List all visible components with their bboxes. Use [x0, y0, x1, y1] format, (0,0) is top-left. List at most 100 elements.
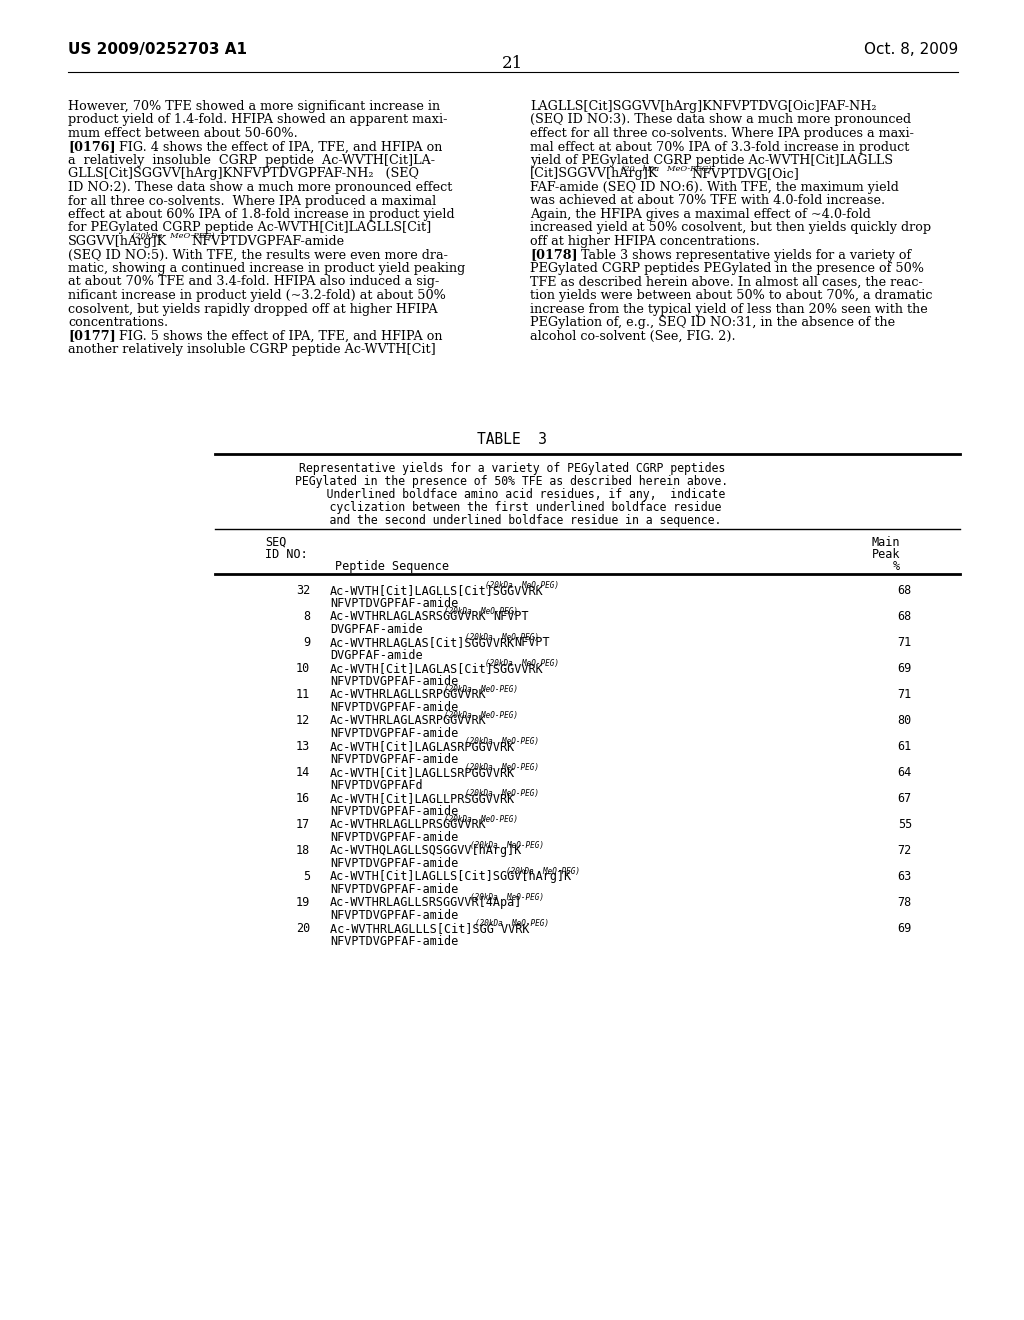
Text: 32: 32	[296, 583, 310, 597]
Text: (20kDa  MeO-PEG): (20kDa MeO-PEG)	[444, 814, 518, 824]
Text: 69: 69	[898, 921, 912, 935]
Text: Ac-WVTHQLAGLLSQSGGVV[hArg]K: Ac-WVTHQLAGLLSQSGGVV[hArg]K	[330, 843, 522, 857]
Text: NFVPT: NFVPT	[494, 610, 529, 623]
Text: NFVPTDVGPFAF-amide: NFVPTDVGPFAF-amide	[330, 727, 459, 741]
Text: (SEQ ID NO:5). With TFE, the results were even more dra-: (SEQ ID NO:5). With TFE, the results wer…	[68, 248, 447, 261]
Text: effect for all three co-solvents. Where IPA produces a maxi-: effect for all three co-solvents. Where …	[530, 127, 913, 140]
Text: Ac-WVTHRLAGLLSRSGGVVR[4Apa]: Ac-WVTHRLAGLLSRSGGVVR[4Apa]	[330, 896, 522, 909]
Text: tion yields were between about 50% to about 70%, a dramatic: tion yields were between about 50% to ab…	[530, 289, 933, 302]
Text: effect at about 60% IPA of 1.8-fold increase in product yield: effect at about 60% IPA of 1.8-fold incr…	[68, 209, 455, 220]
Text: (20kDa  MeO-PEG): (20kDa MeO-PEG)	[444, 685, 518, 694]
Text: (20kDa  MeO-PEG): (20kDa MeO-PEG)	[475, 919, 549, 928]
Text: for PEGylated CGRP peptide Ac-WVTH[Cit]LAGLLS[Cit]: for PEGylated CGRP peptide Ac-WVTH[Cit]L…	[68, 222, 431, 235]
Text: Representative yields for a variety of PEGylated CGRP peptides: Representative yields for a variety of P…	[299, 462, 725, 475]
Text: 71: 71	[898, 688, 912, 701]
Text: TFE as described herein above. In almost all cases, the reac-: TFE as described herein above. In almost…	[530, 276, 923, 289]
Text: concentrations.: concentrations.	[68, 315, 168, 329]
Text: PEGylated CGRP peptides PEGylated in the presence of 50%: PEGylated CGRP peptides PEGylated in the…	[530, 261, 924, 275]
Text: and the second underlined boldface residue in a sequence.: and the second underlined boldface resid…	[302, 513, 722, 527]
Text: Ac-WVTH[Cit]LAGLLSRPGGVVRK: Ac-WVTH[Cit]LAGLLSRPGGVVRK	[330, 766, 515, 779]
Text: FIG. 4 shows the effect of IPA, TFE, and HFIPA on: FIG. 4 shows the effect of IPA, TFE, and…	[102, 140, 442, 153]
Text: 80: 80	[898, 714, 912, 727]
Text: yield of PEGylated CGRP peptide Ac-WVTH[Cit]LAGLLS: yield of PEGylated CGRP peptide Ac-WVTH[…	[530, 154, 893, 168]
Text: 14: 14	[296, 766, 310, 779]
Text: at about 70% TFE and 3.4-fold. HFIPA also induced a sig-: at about 70% TFE and 3.4-fold. HFIPA als…	[68, 276, 439, 289]
Text: (20kDa  MeO-PEG): (20kDa MeO-PEG)	[444, 711, 518, 719]
Text: 55: 55	[898, 818, 912, 832]
Text: NFVPTDVGPFAF-amide: NFVPTDVGPFAF-amide	[330, 701, 459, 714]
Text: NFVPTDVGPFAF-amide: NFVPTDVGPFAF-amide	[330, 597, 459, 610]
Text: SGGVV[hArg]K: SGGVV[hArg]K	[68, 235, 167, 248]
Text: (20kDa  MeO-PEG): (20kDa MeO-PEG)	[506, 867, 581, 876]
Text: 13: 13	[296, 741, 310, 752]
Text: Ac-WVTHRLAGLLLS[Cit]SGG VVRK: Ac-WVTHRLAGLLLS[Cit]SGG VVRK	[330, 921, 529, 935]
Text: (20kDa  MeO-PEG): (20kDa MeO-PEG)	[470, 841, 544, 850]
Text: 20: 20	[296, 921, 310, 935]
Text: DVGPFAF-amide: DVGPFAF-amide	[330, 649, 423, 663]
Text: [Cit]SGGVV[hArg]K: [Cit]SGGVV[hArg]K	[530, 168, 658, 181]
Text: Ac-WVTHRLAGLASRPGGVVRK: Ac-WVTHRLAGLASRPGGVVRK	[330, 714, 486, 727]
Text: off at higher HFIPA concentrations.: off at higher HFIPA concentrations.	[530, 235, 760, 248]
Text: ID NO:: ID NO:	[265, 548, 308, 561]
Text: NFVPTDVGPFAF-amide: NFVPTDVGPFAF-amide	[330, 935, 459, 948]
Text: (20kDa  MeO-PEG): (20kDa MeO-PEG)	[465, 737, 539, 746]
Text: FIG. 5 shows the effect of IPA, TFE, and HFIPA on: FIG. 5 shows the effect of IPA, TFE, and…	[102, 330, 442, 342]
Text: nificant increase in product yield (~3.2-fold) at about 50%: nificant increase in product yield (~3.2…	[68, 289, 445, 302]
Text: NFVPTDVGPFAF-amide: NFVPTDVGPFAF-amide	[330, 909, 459, 921]
Text: 11: 11	[296, 688, 310, 701]
Text: cosolvent, but yields rapidly dropped off at higher HFIPA: cosolvent, but yields rapidly dropped of…	[68, 302, 437, 315]
Text: Ac-WVTH[Cit]LAGLLS[Cit]SGGVVRK: Ac-WVTH[Cit]LAGLLS[Cit]SGGVVRK	[330, 583, 544, 597]
Text: Ac-WVTH[Cit]LAGLLS[Cit]SGGV[hArg]K: Ac-WVTH[Cit]LAGLLS[Cit]SGGV[hArg]K	[330, 870, 572, 883]
Text: (20kDa  MeO-PEG): (20kDa MeO-PEG)	[465, 634, 539, 642]
Text: Again, the HFIPA gives a maximal effect of ~4.0-fold: Again, the HFIPA gives a maximal effect …	[530, 209, 870, 220]
Text: LAGLLS[Cit]SGGVV[hArg]KNFVPTDVG[Oic]FAF-NH₂: LAGLLS[Cit]SGGVV[hArg]KNFVPTDVG[Oic]FAF-…	[530, 100, 877, 114]
Text: GLLS[Cit]SGGVV[hArg]KNFVPTDVGPFAF-NH₂   (SEQ: GLLS[Cit]SGGVV[hArg]KNFVPTDVGPFAF-NH₂ (S…	[68, 168, 419, 181]
Text: SEQ: SEQ	[265, 536, 287, 549]
Text: NFVPTDVGPFAF-amide: NFVPTDVGPFAF-amide	[330, 752, 459, 766]
Text: (20   kDa   MeO-PEG): (20 kDa MeO-PEG)	[621, 165, 712, 173]
Text: (SEQ ID NO:3). These data show a much more pronounced: (SEQ ID NO:3). These data show a much mo…	[530, 114, 911, 127]
Text: NFVPTDVGPFAF-amide: NFVPTDVGPFAF-amide	[330, 832, 459, 843]
Text: 18: 18	[296, 843, 310, 857]
Text: Peak: Peak	[871, 548, 900, 561]
Text: Ac-WVTHRLAGLLSRPGGVVRK: Ac-WVTHRLAGLLSRPGGVVRK	[330, 688, 486, 701]
Text: (20kDa  MeO-PEG): (20kDa MeO-PEG)	[485, 659, 559, 668]
Text: (20kDa  MeO-PEG): (20kDa MeO-PEG)	[465, 763, 539, 772]
Text: NFVPTDVGPFAF-amide: NFVPTDVGPFAF-amide	[330, 883, 459, 896]
Text: product yield of 1.4-fold. HFIPA showed an apparent maxi-: product yield of 1.4-fold. HFIPA showed …	[68, 114, 447, 127]
Text: mal effect at about 70% IPA of 3.3-fold increase in product: mal effect at about 70% IPA of 3.3-fold …	[530, 140, 909, 153]
Text: 69: 69	[898, 663, 912, 675]
Text: mum effect between about 50-60%.: mum effect between about 50-60%.	[68, 127, 298, 140]
Text: 17: 17	[296, 818, 310, 832]
Text: NFVPTDVGPFAFd: NFVPTDVGPFAFd	[330, 779, 423, 792]
Text: 68: 68	[898, 610, 912, 623]
Text: increase from the typical yield of less than 20% seen with the: increase from the typical yield of less …	[530, 302, 928, 315]
Text: PEGylation of, e.g., SEQ ID NO:31, in the absence of the: PEGylation of, e.g., SEQ ID NO:31, in th…	[530, 315, 895, 329]
Text: Underlined boldface amino acid residues, if any,  indicate: Underlined boldface amino acid residues,…	[299, 488, 725, 502]
Text: 10: 10	[296, 663, 310, 675]
Text: Table 3 shows representative yields for a variety of: Table 3 shows representative yields for …	[565, 248, 911, 261]
Text: 21: 21	[502, 55, 522, 73]
Text: 68: 68	[898, 583, 912, 597]
Text: Ac-WVTHRLAGLLPRSGGVVRK: Ac-WVTHRLAGLLPRSGGVVRK	[330, 818, 486, 832]
Text: [0178]: [0178]	[530, 248, 578, 261]
Text: DVGPFAF-amide: DVGPFAF-amide	[330, 623, 423, 636]
Text: Oct. 8, 2009: Oct. 8, 2009	[864, 42, 958, 57]
Text: PEGylated in the presence of 50% TFE as described herein above.: PEGylated in the presence of 50% TFE as …	[296, 475, 728, 488]
Text: %: %	[893, 560, 900, 573]
Text: 64: 64	[898, 766, 912, 779]
Text: alcohol co-solvent (See, FIG. 2).: alcohol co-solvent (See, FIG. 2).	[530, 330, 735, 342]
Text: (20kDa  MeO-PEG): (20kDa MeO-PEG)	[465, 789, 539, 799]
Text: ID NO:2). These data show a much more pronounced effect: ID NO:2). These data show a much more pr…	[68, 181, 453, 194]
Text: increased yield at 50% cosolvent, but then yields quickly drop: increased yield at 50% cosolvent, but th…	[530, 222, 931, 235]
Text: FAF-amide (SEQ ID NO:6). With TFE, the maximum yield: FAF-amide (SEQ ID NO:6). With TFE, the m…	[530, 181, 899, 194]
Text: (20kDa  MeO-PEG): (20kDa MeO-PEG)	[444, 607, 518, 616]
Text: TABLE  3: TABLE 3	[477, 432, 547, 447]
Text: 5: 5	[303, 870, 310, 883]
Text: US 2009/0252703 A1: US 2009/0252703 A1	[68, 42, 247, 57]
Text: a  relatively  insoluble  CGRP  peptide  Ac-WVTH[Cit]LA-: a relatively insoluble CGRP peptide Ac-W…	[68, 154, 435, 168]
Text: NFVPTDVGPFAF-amide: NFVPTDVGPFAF-amide	[330, 805, 459, 818]
Text: 12: 12	[296, 714, 310, 727]
Text: Main: Main	[871, 536, 900, 549]
Text: However, 70% TFE showed a more significant increase in: However, 70% TFE showed a more significa…	[68, 100, 440, 114]
